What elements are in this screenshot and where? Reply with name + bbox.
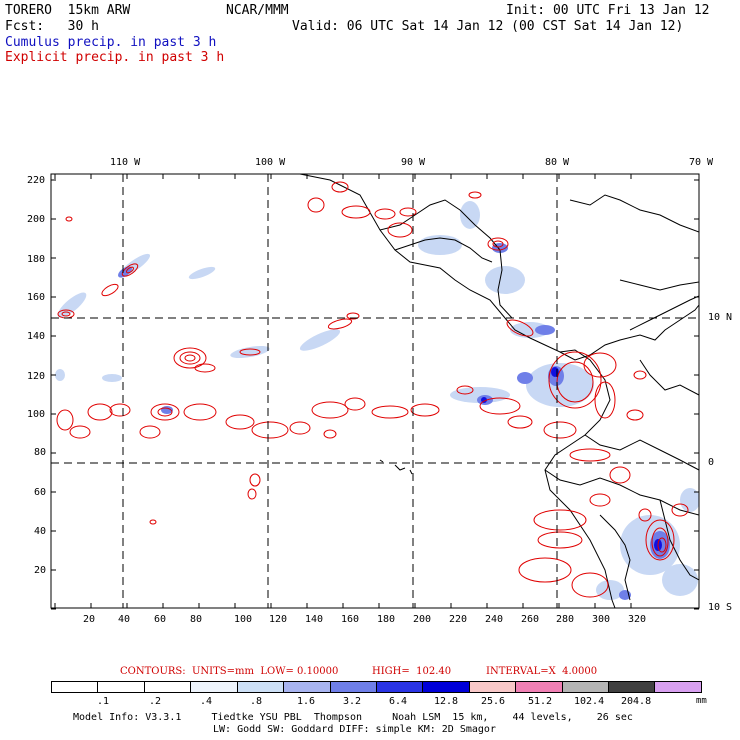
- lat-label-0: 0: [708, 457, 715, 468]
- legend-swatch: [609, 682, 656, 692]
- x-tick-label: 320: [628, 614, 647, 625]
- lon-label-80w: 80 W: [545, 157, 570, 168]
- org-label: NCAR/MMM: [226, 3, 289, 18]
- init-time: Init: 00 UTC Fri 13 Jan 12: [506, 3, 710, 18]
- map-content: [51, 174, 699, 608]
- lon-label-110w: 110 W: [110, 157, 141, 168]
- x-tick-label: 100: [234, 614, 253, 625]
- legend-swatch: [655, 682, 701, 692]
- lat-label-10n: 10 N: [708, 312, 733, 323]
- x-tick-label: 200: [413, 614, 432, 625]
- y-tick-label: 120: [27, 371, 46, 382]
- y-tick-label: 200: [27, 214, 46, 225]
- legend-swatch: [516, 682, 563, 692]
- legend-label: .2: [149, 696, 162, 707]
- model-info-line: Model Info: V3.3.1 Tiedtke YSU PBL Thomp…: [73, 712, 633, 723]
- legend-swatch: [98, 682, 145, 692]
- contour-units-text: CONTOURS: UNITS=mm LOW= 0.10000: [120, 666, 339, 677]
- x-tick-label: 260: [521, 614, 540, 625]
- x-tick-label: 80: [190, 614, 203, 625]
- x-tick-label: 220: [449, 614, 468, 625]
- legend-swatch: [144, 682, 192, 692]
- lon-label-90w: 90 W: [401, 157, 426, 168]
- x-tick-label: 280: [556, 614, 575, 625]
- legend-label: 204.8: [621, 696, 652, 707]
- x-tick-label: 140: [305, 614, 324, 625]
- explicit-contours: [56, 181, 689, 598]
- legend-label: .4: [200, 696, 213, 707]
- lon-label-100w: 100 W: [255, 157, 286, 168]
- legend-swatch: [52, 682, 99, 692]
- legend-label: 51.2: [528, 696, 553, 707]
- model-title: TORERO 15km ARW: [5, 3, 131, 18]
- legend-label: 12.8: [434, 696, 459, 707]
- x-tick-label: 160: [341, 614, 360, 625]
- y-tick-label: 140: [27, 331, 46, 342]
- color-legend-bar: [51, 681, 702, 693]
- coastlines: [299, 174, 699, 608]
- forecast-hour: Fcst: 30 h: [5, 19, 99, 34]
- legend-swatch: [423, 682, 470, 692]
- legend-swatch: [469, 682, 517, 692]
- cumulus-legend-text: Cumulus precip. in past 3 h: [5, 35, 217, 50]
- legend-label: 102.4: [574, 696, 605, 707]
- y-tick-label: 60: [34, 487, 47, 498]
- legend-label: 1.6: [297, 696, 316, 707]
- y-tick-label: 220: [27, 175, 46, 186]
- y-tick-label: 100: [27, 409, 46, 420]
- y-tick-label: 80: [34, 447, 47, 458]
- legend-swatch: [237, 682, 285, 692]
- physics-info-line: LW: Godd SW: Goddard DIFF: simple KM: 2D…: [213, 724, 496, 735]
- lat-label-10s: 10 S: [708, 602, 733, 613]
- legend-swatch: [376, 682, 424, 692]
- y-tick-label: 180: [27, 254, 46, 265]
- x-tick-label: 120: [269, 614, 288, 625]
- x-tick-label: 60: [154, 614, 167, 625]
- legend-label: 25.6: [481, 696, 506, 707]
- x-tick-label: 20: [83, 614, 96, 625]
- legend-swatch: [330, 682, 377, 692]
- legend-label: 6.4: [389, 696, 408, 707]
- legend-label: 3.2: [343, 696, 362, 707]
- valid-time: Valid: 06 UTC Sat 14 Jan 12 (00 CST Sat …: [292, 19, 684, 34]
- lon-label-70w: 70 W: [689, 157, 714, 168]
- contour-high-text: HIGH= 102.40: [372, 666, 452, 677]
- legend-swatch: [284, 682, 331, 692]
- map-background: [51, 174, 699, 608]
- x-tick-label: 240: [485, 614, 504, 625]
- legend-swatch: [191, 682, 238, 692]
- legend-label: .1: [97, 696, 110, 707]
- lat-lon-grid: [51, 174, 699, 608]
- y-tick-label: 160: [27, 292, 46, 303]
- legend-unit: mm: [696, 696, 707, 706]
- explicit-legend-text: Explicit precip. in past 3 h: [5, 50, 225, 65]
- y-tick-label: 20: [34, 565, 47, 576]
- legend-swatch: [562, 682, 610, 692]
- x-tick-label: 40: [118, 614, 131, 625]
- contour-interval-text: INTERVAL=X 4.0000: [486, 666, 598, 677]
- x-tick-label: 180: [377, 614, 396, 625]
- y-tick-label: 40: [34, 526, 47, 537]
- legend-label: .8: [250, 696, 263, 707]
- x-tick-label: 300: [592, 614, 611, 625]
- map-frame: [50, 173, 700, 609]
